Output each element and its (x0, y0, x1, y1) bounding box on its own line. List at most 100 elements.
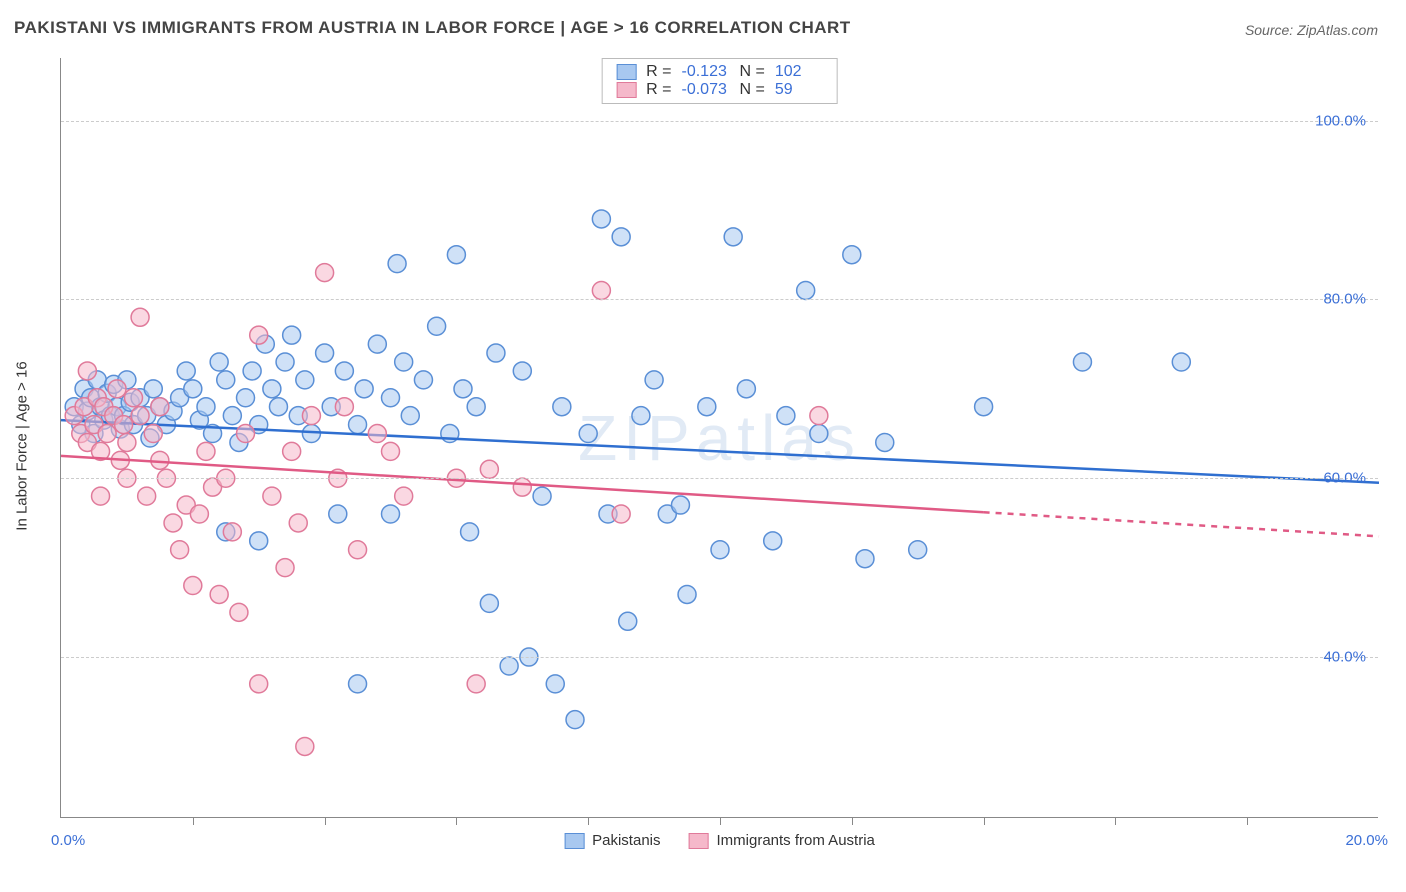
scatter-point (250, 532, 268, 550)
scatter-point (263, 487, 281, 505)
scatter-point (592, 281, 610, 299)
scatter-point (513, 478, 531, 496)
stats-swatch-1 (616, 64, 636, 80)
scatter-point (98, 425, 116, 443)
ytick-label: 40.0% (1323, 649, 1366, 666)
scatter-point (645, 371, 663, 389)
scatter-point (671, 496, 689, 514)
stats-n-label-1: N = (740, 63, 765, 81)
scatter-point (843, 246, 861, 264)
scatter-point (764, 532, 782, 550)
scatter-point (876, 433, 894, 451)
scatter-point (382, 389, 400, 407)
chart-container: PAKISTANI VS IMMIGRANTS FROM AUSTRIA IN … (0, 0, 1406, 892)
scatter-point (428, 317, 446, 335)
scatter-point (810, 407, 828, 425)
scatter-point (283, 442, 301, 460)
stats-n-value-1: 102 (775, 63, 823, 81)
trend-line (61, 456, 984, 512)
stats-n-label-2: N = (740, 81, 765, 99)
scatter-point (467, 398, 485, 416)
gridline (61, 121, 1378, 122)
chart-title: PAKISTANI VS IMMIGRANTS FROM AUSTRIA IN … (14, 18, 851, 38)
scatter-point (612, 228, 630, 246)
scatter-point (108, 380, 126, 398)
scatter-point (355, 380, 373, 398)
trend-line-dashed (984, 512, 1379, 536)
scatter-point (296, 737, 314, 755)
scatter-point (533, 487, 551, 505)
scatter-point (217, 371, 235, 389)
gridline (61, 657, 1378, 658)
stats-r-label-1: R = (646, 63, 671, 81)
xtick (325, 817, 326, 825)
scatter-point (546, 675, 564, 693)
plot-area: ZIPatlas R = -0.123 N = 102 R = -0.073 N… (60, 58, 1378, 818)
scatter-point (276, 559, 294, 577)
scatter-point (223, 523, 241, 541)
scatter-point (92, 487, 110, 505)
plot-svg (61, 58, 1378, 817)
scatter-point (243, 362, 261, 380)
scatter-point (131, 407, 149, 425)
scatter-point (461, 523, 479, 541)
scatter-point (909, 541, 927, 559)
scatter-point (797, 281, 815, 299)
scatter-point (283, 326, 301, 344)
scatter-point (395, 353, 413, 371)
scatter-point (269, 398, 287, 416)
scatter-point (447, 246, 465, 264)
stats-row-1: R = -0.123 N = 102 (616, 63, 823, 81)
source-attribution: Source: ZipAtlas.com (1245, 22, 1378, 38)
scatter-point (171, 541, 189, 559)
scatter-point (335, 362, 353, 380)
xtick (193, 817, 194, 825)
xtick (984, 817, 985, 825)
scatter-point (579, 425, 597, 443)
ytick-label: 60.0% (1323, 470, 1366, 487)
scatter-point (197, 398, 215, 416)
scatter-point (296, 371, 314, 389)
scatter-point (316, 264, 334, 282)
scatter-point (467, 675, 485, 693)
scatter-point (177, 362, 195, 380)
scatter-point (856, 550, 874, 568)
legend-label-1: Pakistanis (592, 832, 660, 849)
scatter-point (678, 585, 696, 603)
scatter-point (401, 407, 419, 425)
scatter-point (619, 612, 637, 630)
scatter-point (737, 380, 755, 398)
scatter-point (237, 389, 255, 407)
stats-r-value-1: -0.123 (682, 63, 730, 81)
scatter-point (335, 398, 353, 416)
gridline (61, 478, 1378, 479)
scatter-point (263, 380, 281, 398)
scatter-point (382, 442, 400, 460)
xtick (588, 817, 589, 825)
stats-box: R = -0.123 N = 102 R = -0.073 N = 59 (601, 58, 838, 104)
scatter-point (190, 505, 208, 523)
scatter-point (223, 407, 241, 425)
scatter-point (115, 416, 133, 434)
scatter-point (329, 505, 347, 523)
scatter-point (131, 308, 149, 326)
scatter-point (210, 585, 228, 603)
scatter-point (302, 407, 320, 425)
scatter-point (250, 326, 268, 344)
scatter-point (975, 398, 993, 416)
scatter-point (210, 353, 228, 371)
scatter-point (144, 425, 162, 443)
scatter-point (349, 541, 367, 559)
scatter-point (289, 514, 307, 532)
legend-swatch-2 (689, 833, 709, 849)
scatter-point (349, 675, 367, 693)
scatter-point (138, 487, 156, 505)
scatter-point (500, 657, 518, 675)
scatter-point (382, 505, 400, 523)
scatter-point (368, 335, 386, 353)
scatter-point (250, 675, 268, 693)
xlim-label-right: 20.0% (1345, 832, 1388, 849)
scatter-point (316, 344, 334, 362)
bottom-legend: Pakistanis Immigrants from Austria (564, 832, 875, 849)
legend-label-2: Immigrants from Austria (717, 832, 875, 849)
